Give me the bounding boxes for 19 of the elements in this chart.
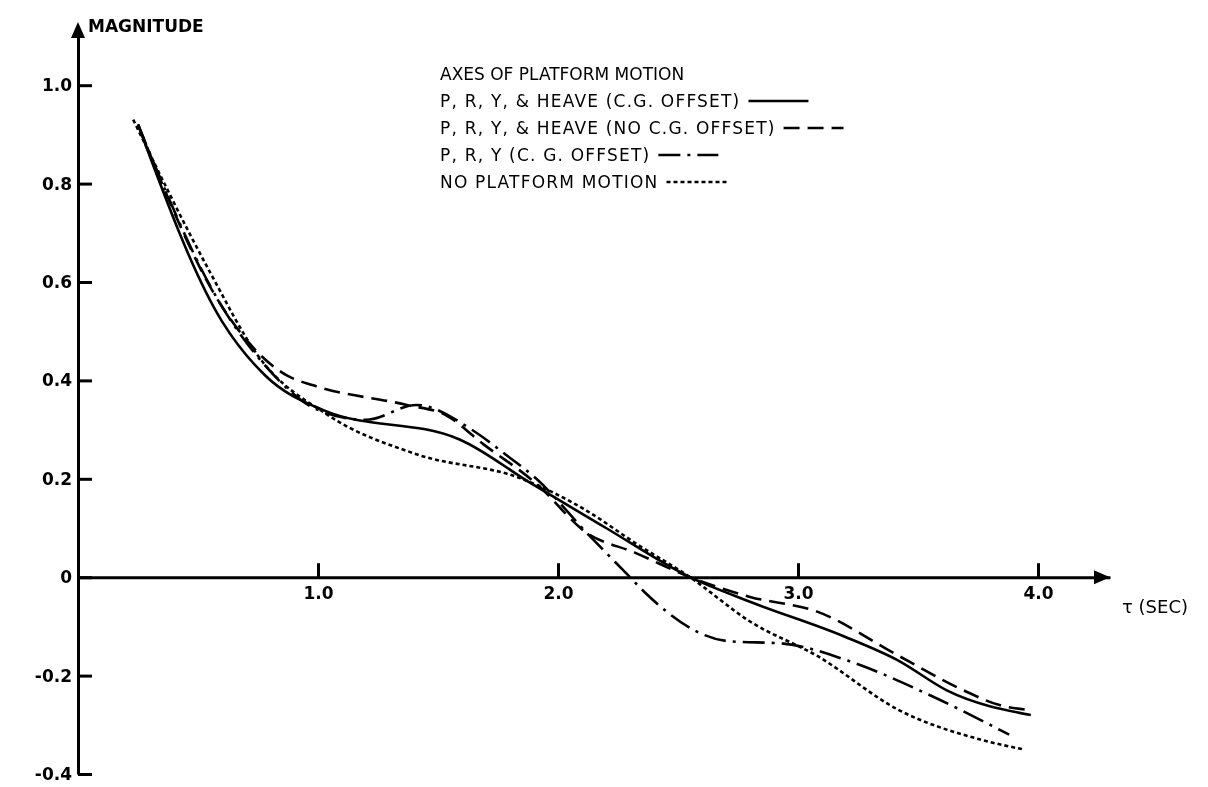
x-tick-label: 2.0 — [543, 583, 574, 604]
y-tick-label: 0.2 — [41, 468, 72, 489]
y-tick-label: -0.4 — [34, 763, 73, 784]
y-tick-label: 0.4 — [41, 370, 73, 391]
x-tick-label: 4.0 — [1023, 583, 1054, 604]
y-tick-label: 0 — [60, 567, 73, 588]
y-tick-label: 0.8 — [41, 173, 72, 194]
x-axis-title: τ (SEC) — [1122, 596, 1188, 618]
legend-title: AXES OF PLATFORM MOTION — [440, 64, 685, 84]
legend-label: P, R, Y, & HEAVE (C.G. OFFSET) — [440, 91, 741, 111]
y-axis-title: MAGNITUDE — [88, 16, 204, 36]
legend-label: NO PLATFORM MOTION — [440, 172, 659, 192]
x-tick-label: 1.0 — [303, 583, 334, 604]
y-tick-label: 0.6 — [41, 271, 72, 292]
x-tick-label: 3.0 — [783, 583, 814, 604]
legend-label: P, R, Y, & HEAVE (NO C.G. OFFSET) — [440, 118, 776, 138]
y-tick-label: 1.0 — [41, 75, 73, 96]
y-tick-label: -0.2 — [34, 665, 72, 686]
legend-label: P, R, Y (C. G. OFFSET) — [440, 145, 651, 165]
